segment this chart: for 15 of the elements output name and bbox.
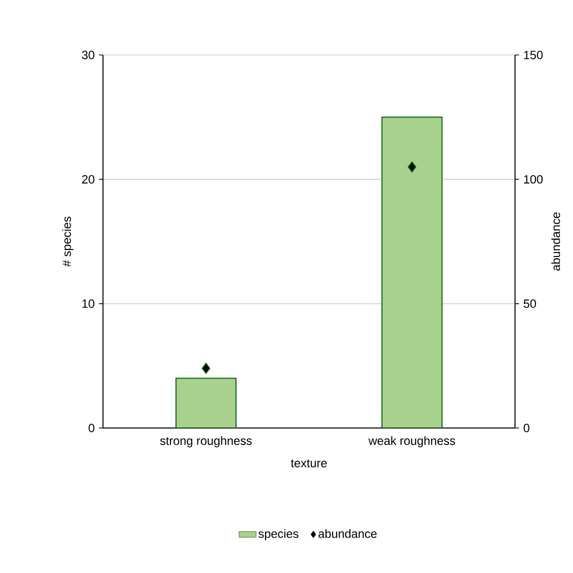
y-tick-label: 20 bbox=[82, 175, 94, 184]
x-tick-label: weak roughness bbox=[368, 436, 456, 448]
x-axis-title: texture bbox=[290, 459, 327, 468]
legend-label: species bbox=[258, 529, 298, 540]
y2-tick-label: 150 bbox=[524, 50, 543, 60]
y-tick-label: 30 bbox=[82, 50, 94, 60]
y-axis-title: # species bbox=[62, 216, 74, 267]
y2-tick-label: 100 bbox=[524, 175, 543, 184]
x-tick-label: strong roughness bbox=[160, 436, 252, 448]
y2-tick-label: 50 bbox=[524, 299, 536, 308]
y2-tick-label: 0 bbox=[524, 424, 530, 432]
y-tick-label: 0 bbox=[88, 424, 94, 432]
y2-axis-title: abundance bbox=[551, 212, 560, 271]
legend-label: abundance bbox=[318, 529, 377, 538]
y-tick-label: 10 bbox=[82, 299, 94, 308]
